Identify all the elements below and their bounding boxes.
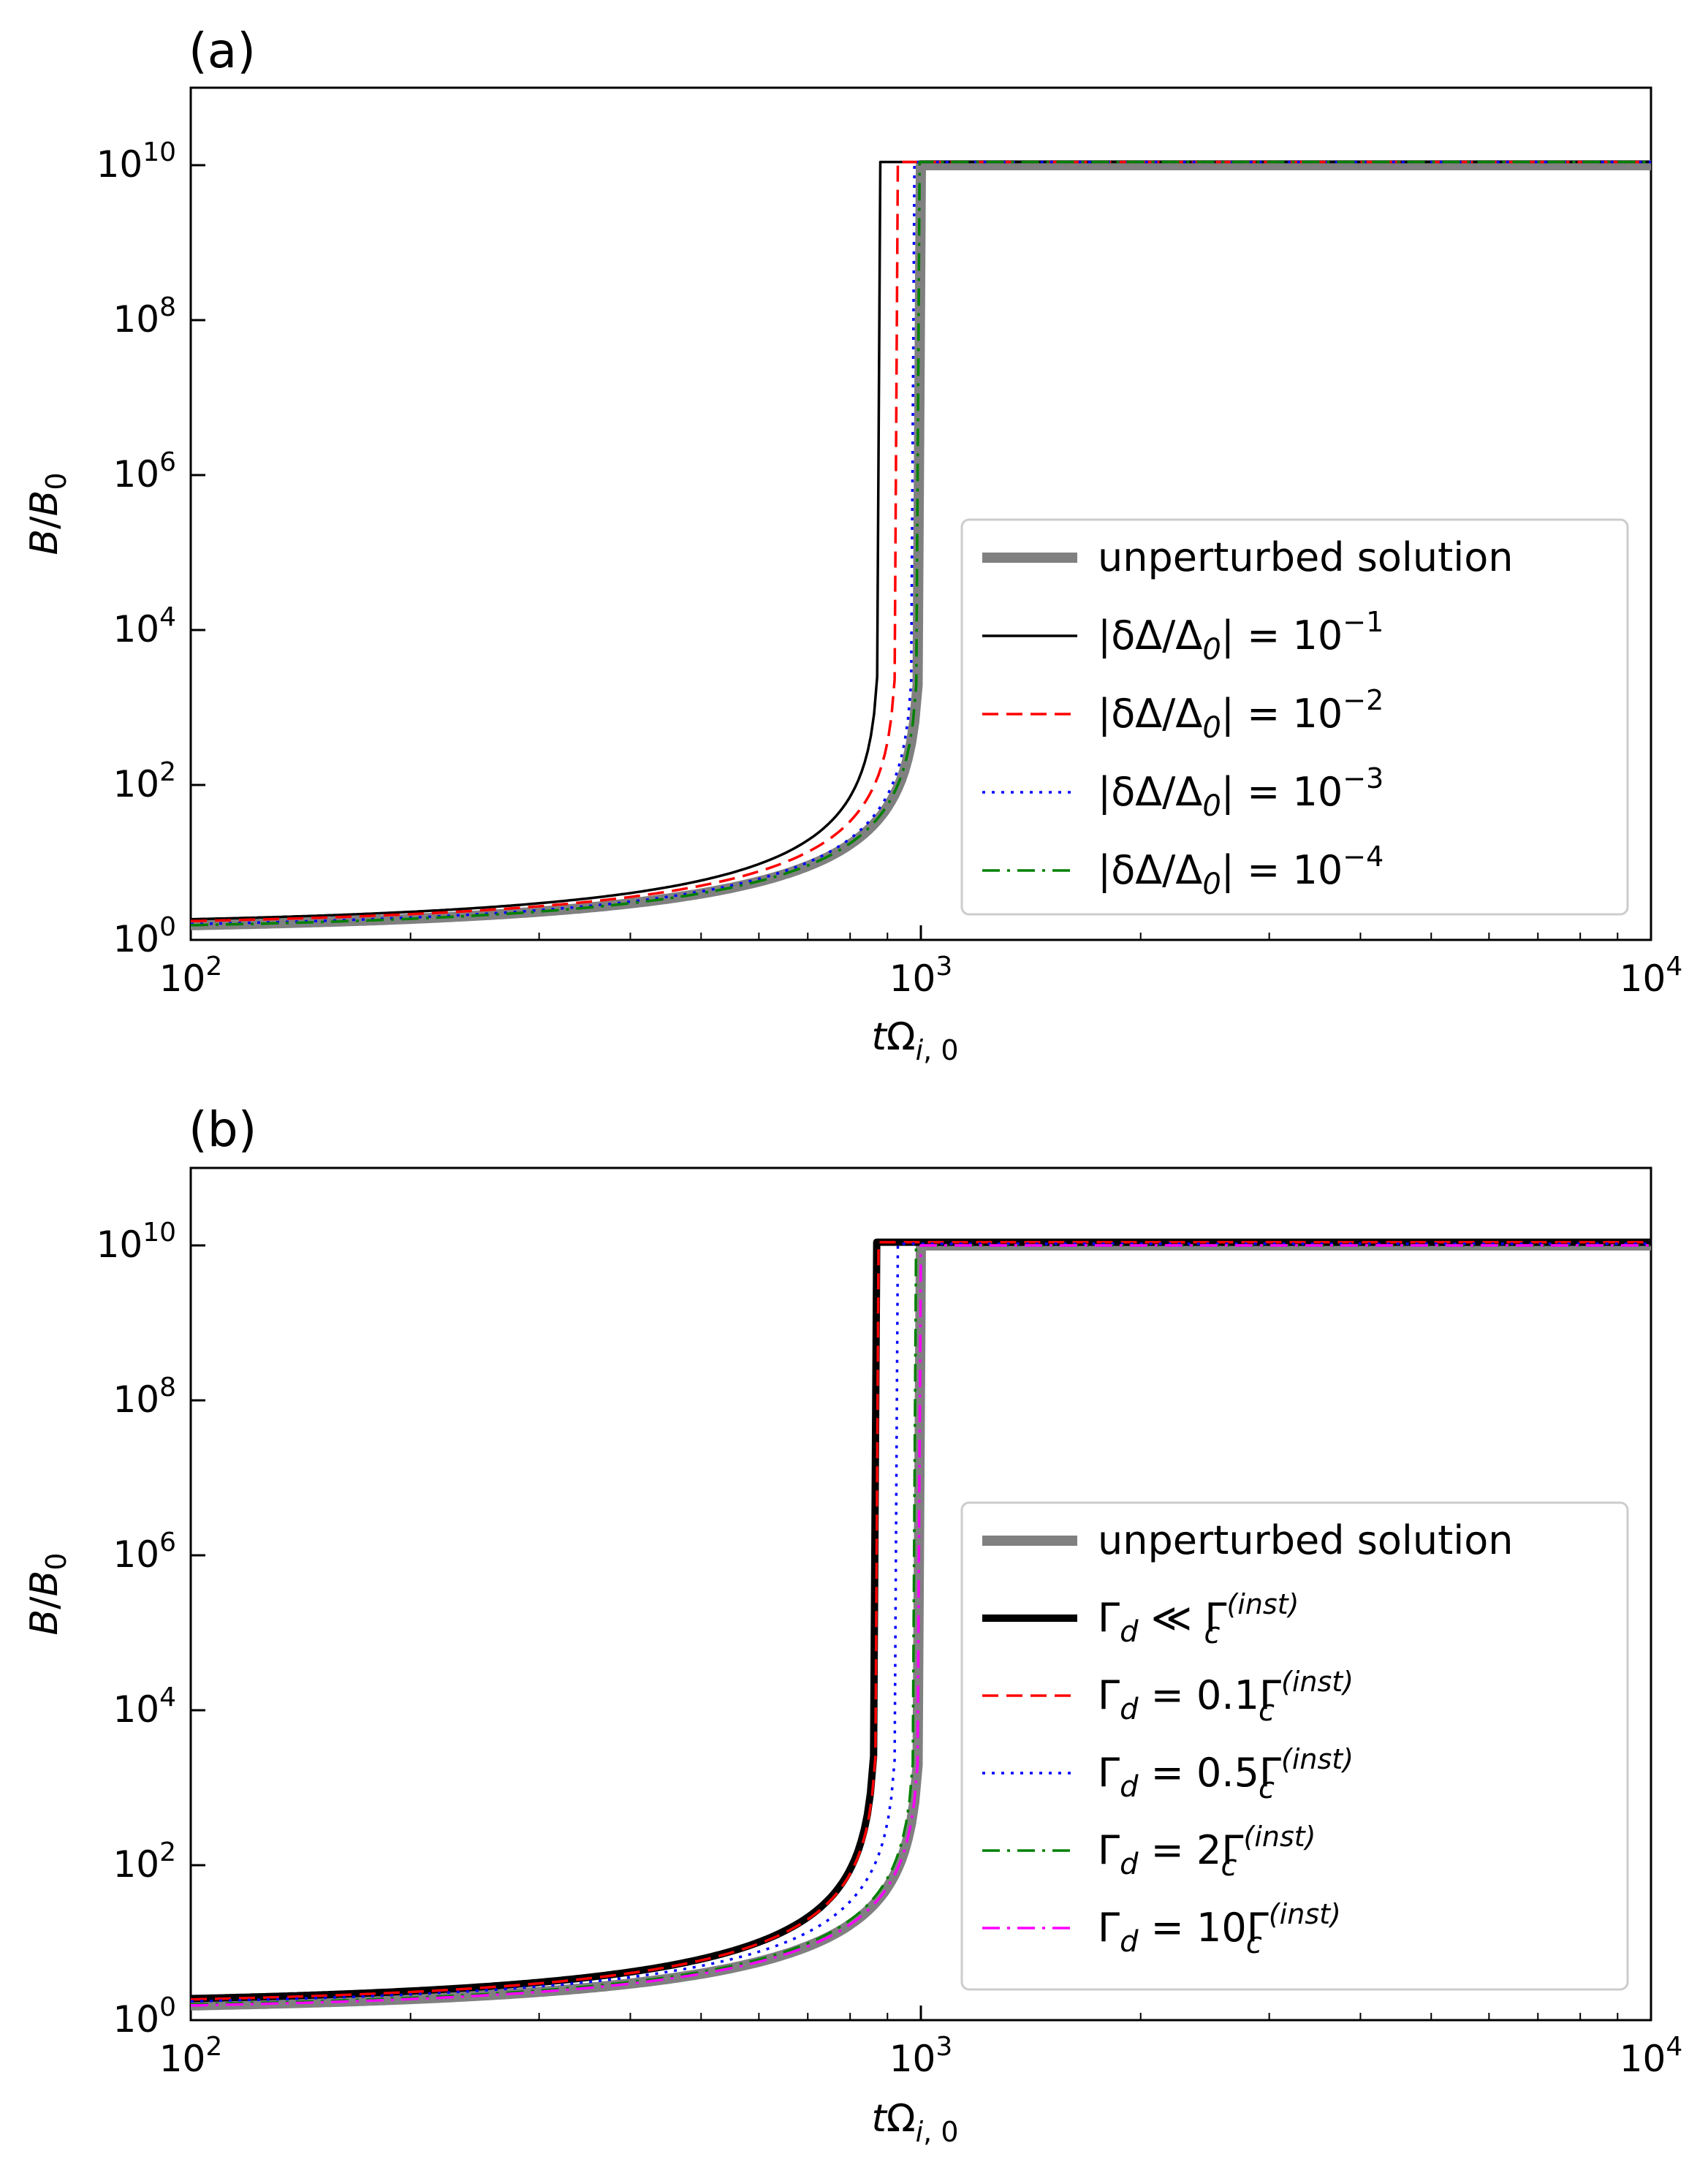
legend: unperturbed solution Γd ≪ Γ(inst) c Γd = 0.… (960, 1501, 1629, 1991)
major-ticks (189, 164, 1652, 941)
series-line (190, 1244, 1651, 2007)
y-axis-label: B/B0 (23, 1552, 72, 1635)
y-tick-label: 100 (113, 912, 176, 960)
minor-ticks (409, 933, 1619, 940)
x-tick-label: 102 (159, 2032, 223, 2080)
y-tick-label: 100 (113, 1992, 176, 2041)
panel-label: (a) (189, 23, 256, 79)
y-tick-label: 108 (113, 292, 176, 341)
legend-label: |δΔ/Δ0| = 10−1 (1098, 606, 1384, 667)
x-axis-label: tΩi, 0 (871, 2097, 958, 2148)
y-tick-label: 106 (113, 1528, 176, 1576)
x-axis-label: tΩi, 0 (871, 1015, 958, 1066)
series-line (190, 160, 1651, 926)
x-tick-labels: 102 103 104 (159, 952, 1683, 1000)
legend-label: |δΔ/Δ0| = 10−4 (1098, 841, 1384, 901)
x-tick-label: 104 (1620, 952, 1683, 1000)
legend-label: Γd ≪ Γ(inst) c (1098, 1588, 1299, 1650)
legend-label: unperturbed solution (1098, 1517, 1514, 1563)
legend-label: |δΔ/Δ0| = 10−2 (1098, 684, 1384, 745)
legend-label: Γd = 2Γ(inst) c (1098, 1821, 1316, 1883)
y-tick-label: 104 (113, 602, 176, 650)
x-tick-labels: 102 103 104 (159, 2032, 1683, 2080)
legend-label: Γd = 0.1Γ(inst) c (1098, 1666, 1354, 1728)
major-ticks (189, 1244, 1652, 2022)
legend-frame (960, 518, 1629, 916)
y-tick-label: 102 (113, 1837, 176, 1886)
y-tick-label: 104 (113, 1682, 176, 1731)
y-tick-labels: 100 102 104 106 108 1010 (96, 1218, 176, 2041)
series-line (190, 160, 1651, 927)
legend-label: Γd = 0.5Γ(inst) c (1098, 1743, 1354, 1805)
x-tick-label: 103 (889, 2032, 953, 2080)
legend-label: unperturbed solution (1098, 534, 1514, 580)
y-tick-label: 108 (113, 1373, 176, 1421)
series-line (190, 1240, 1651, 2001)
series-line (190, 160, 1651, 921)
panel-label: (b) (189, 1101, 257, 1158)
series-lines (189, 1238, 1651, 2011)
legend-label: Γd = 10Γ(inst) c (1098, 1898, 1341, 1960)
y-tick-label: 1010 (96, 137, 176, 186)
y-tick-labels: 100 102 104 106 108 1010 (96, 137, 176, 960)
legend-label: |δΔ/Δ0| = 10−3 (1098, 762, 1384, 823)
legend-frame (960, 1501, 1629, 1991)
legend: unperturbed solution |δΔ/Δ0| = 10−1 |δΔ/Δ0… (960, 518, 1629, 916)
minor-ticks (409, 2013, 1619, 2020)
x-tick-label: 102 (159, 952, 223, 1000)
series-lines (189, 160, 1651, 930)
x-tick-label: 104 (1620, 2032, 1683, 2080)
y-tick-label: 106 (113, 447, 176, 496)
y-tick-label: 1010 (96, 1218, 176, 1266)
y-axis-label: B/B0 (23, 472, 72, 555)
y-tick-label: 102 (113, 757, 176, 805)
x-tick-label: 103 (889, 952, 953, 1000)
